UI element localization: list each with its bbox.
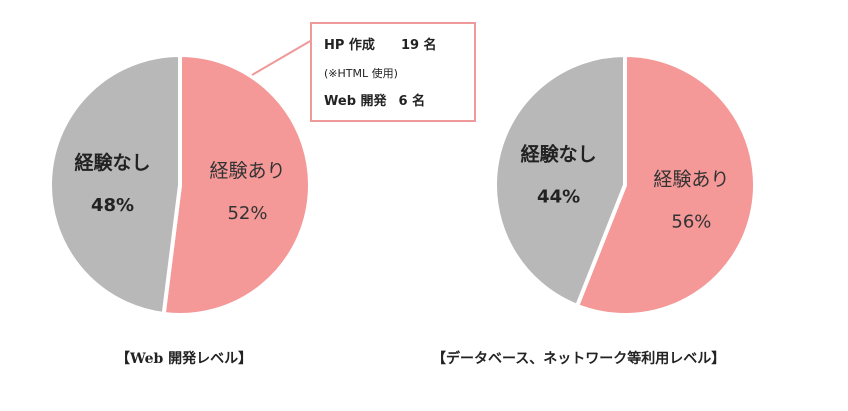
pie-slice-value-label: 56%	[671, 212, 711, 233]
pie-chart-database-network: 経験あり 56% 経験なし 44%	[493, 53, 757, 317]
pie-slice-value-label: 52%	[227, 203, 267, 224]
callout-leader-line	[251, 39, 313, 76]
pie-slice-label: 経験あり	[653, 169, 729, 191]
callout-hp-value: 19 名	[400, 38, 437, 53]
callout-web-value: 6 名	[398, 94, 426, 109]
callout-note: (※HTML 使用)	[324, 67, 398, 80]
caption-database-network: 【データベース、ネットワーク等利用レベル】	[432, 351, 726, 367]
pie-slice	[493, 53, 627, 308]
pie-slice	[575, 53, 757, 317]
callout-box: HP 作成 19 名 (※HTML 使用) Web 開発 6 名	[310, 22, 476, 122]
pie-chart-web-dev: 経験あり 52% 経験なし 48%	[48, 53, 312, 317]
pie-slice-label: 経験なし	[521, 142, 597, 165]
pie-slice-label: 経験あり	[209, 160, 285, 182]
pie-slice-value-label: 48%	[91, 195, 134, 216]
pie-slice	[48, 53, 182, 316]
pie-slice-value-label: 44%	[537, 186, 580, 207]
callout-hp-label: HP 作成	[324, 38, 375, 53]
pie-slice	[161, 53, 312, 317]
caption-web-dev: 【Web 開発レベル】	[116, 351, 253, 367]
callout-web-label: Web 開発	[324, 94, 387, 109]
pie-slice-label: 経験なし	[75, 151, 151, 174]
